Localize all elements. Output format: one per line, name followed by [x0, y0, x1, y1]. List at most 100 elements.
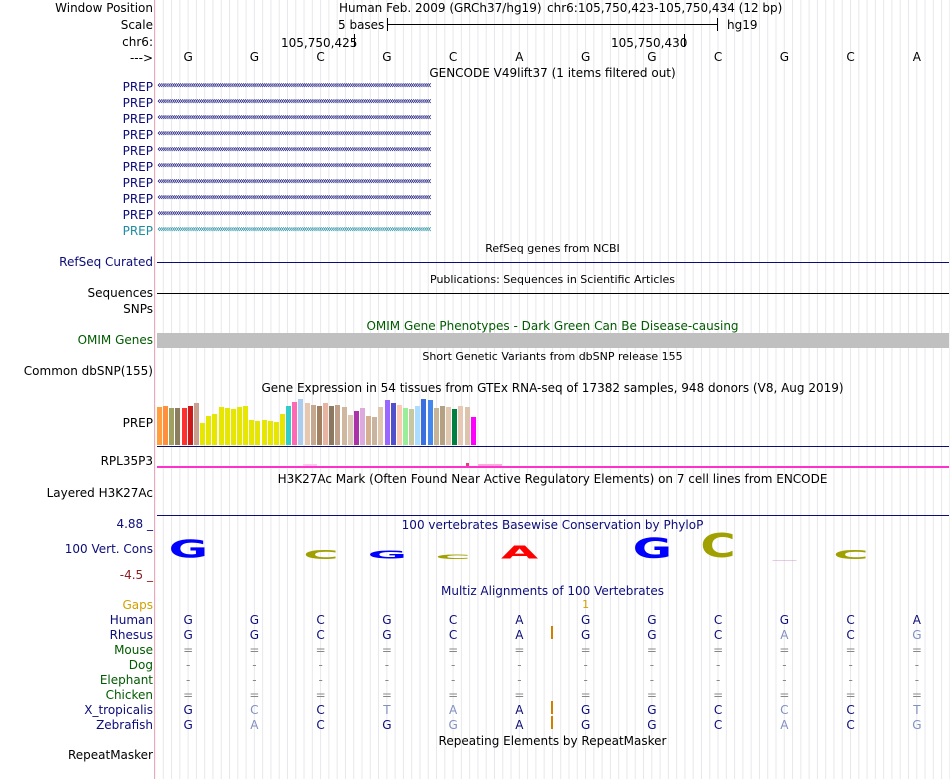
prep-transcript-label[interactable]: PREP [122, 96, 153, 110]
snps-label[interactable]: SNPs [123, 302, 153, 316]
h3k27-track-title[interactable]: H3K27Ac Mark (Often Found Near Active Re… [277, 472, 828, 486]
gtex-prep-label[interactable]: PREP [122, 416, 153, 430]
rmsk-label[interactable]: RepeatMasker [67, 748, 153, 762]
gtex-tissue-bar[interactable] [193, 402, 199, 445]
prep-transcript-line[interactable]: ‹‹‹‹‹‹‹‹‹‹‹‹‹‹‹‹‹‹‹‹‹‹‹‹‹‹‹‹‹‹‹‹‹‹‹‹‹‹‹‹… [157, 227, 949, 236]
refseq-line[interactable] [157, 262, 949, 263]
gtex-tissue-bar[interactable] [378, 406, 384, 445]
gtex-tissue-bar[interactable] [366, 415, 372, 445]
gtex-tissue-bar[interactable] [403, 408, 408, 445]
species-label-human[interactable]: Human [109, 613, 153, 627]
gtex-tissue-bar[interactable] [384, 399, 390, 445]
gtex-tissue-bar[interactable] [218, 406, 224, 445]
gtex-tissue-bar[interactable] [316, 406, 322, 445]
species-label-dog[interactable]: Dog [128, 658, 153, 672]
insertion-marker[interactable] [551, 626, 553, 639]
gtex-tissue-bar[interactable] [372, 416, 378, 445]
gtex-tissue-bar[interactable] [200, 422, 206, 445]
cons-track-label[interactable]: 100 Vert. Cons [64, 542, 153, 556]
rmsk-track-title[interactable]: Repeating Elements by RepeatMasker [438, 734, 667, 748]
insertion-marker[interactable] [551, 701, 553, 714]
prep-transcript-line[interactable]: ‹‹‹‹‹‹‹‹‹‹‹‹‹‹‹‹‹‹‹‹‹‹‹‹‹‹‹‹‹‹‹‹‹‹‹‹‹‹‹‹… [157, 83, 949, 92]
gtex-tissue-bar[interactable] [347, 414, 353, 445]
gtex-tissue-bar[interactable] [292, 401, 298, 445]
species-label-zebrafish[interactable]: Zebrafish [96, 718, 153, 732]
phylop-track-title[interactable]: 100 vertebrates Basewise Conservation by… [401, 518, 704, 532]
prep-transcript-label[interactable]: PREP [122, 80, 153, 94]
species-label-elephant[interactable]: Elephant [99, 673, 153, 687]
omim-bar[interactable] [157, 333, 949, 348]
prep-transcript-label[interactable]: PREP [122, 128, 153, 142]
prep-transcript-line[interactable]: ‹‹‹‹‹‹‹‹‹‹‹‹‹‹‹‹‹‹‹‹‹‹‹‹‹‹‹‹‹‹‹‹‹‹‹‹‹‹‹‹… [157, 99, 949, 108]
gtex-tissue-bar[interactable] [452, 409, 458, 445]
gtex-tissue-bar[interactable] [157, 406, 162, 445]
gtex-tissue-bar[interactable] [390, 403, 396, 445]
dbsnp-track-title[interactable]: Short Genetic Variants from dbSNP releas… [422, 350, 683, 363]
gtex-tissue-bar[interactable] [396, 404, 402, 445]
gtex-tissue-bar[interactable] [464, 406, 470, 445]
prep-transcript-label[interactable]: PREP [122, 192, 153, 206]
gtex-tissue-bar[interactable] [175, 407, 181, 445]
prep-transcript-line[interactable]: ‹‹‹‹‹‹‹‹‹‹‹‹‹‹‹‹‹‹‹‹‹‹‹‹‹‹‹‹‹‹‹‹‹‹‹‹‹‹‹‹… [157, 115, 949, 124]
gtex-tissue-bar[interactable] [280, 413, 285, 445]
pubs-line[interactable] [157, 293, 949, 294]
gtex-tissue-bar[interactable] [310, 404, 316, 445]
sequences-label[interactable]: Sequences [87, 286, 153, 300]
prep-transcript-label[interactable]: PREP [122, 176, 153, 190]
gtex-tissue-bar[interactable] [212, 413, 218, 445]
omim-track-title[interactable]: OMIM Gene Phenotypes - Dark Green Can Be… [366, 319, 739, 333]
gtex-tissue-bar[interactable] [433, 407, 439, 445]
prep-transcript-line[interactable]: ‹‹‹‹‹‹‹‹‹‹‹‹‹‹‹‹‹‹‹‹‹‹‹‹‹‹‹‹‹‹‹‹‹‹‹‹‹‹‹‹… [157, 131, 949, 140]
gencode-track-title[interactable]: GENCODE V49lift37 (1 items filtered out) [429, 66, 676, 80]
gtex-tissue-bar[interactable] [286, 405, 292, 445]
prep-transcript-label[interactable]: PREP [122, 144, 153, 158]
gtex-tissue-bar[interactable] [359, 408, 365, 445]
species-label-mouse[interactable]: Mouse [114, 643, 153, 657]
gtex-tissue-bar[interactable] [409, 409, 415, 445]
multiz-track-title[interactable]: Multiz Alignments of 100 Vertebrates [440, 584, 665, 598]
gtex-tissue-bar[interactable] [230, 409, 236, 445]
species-label-chicken[interactable]: Chicken [105, 688, 153, 702]
gtex-tissue-bar[interactable] [415, 406, 421, 445]
gtex-tissue-bar[interactable] [329, 405, 335, 445]
gtex-tissue-bar[interactable] [224, 408, 230, 445]
gtex-tissue-bar[interactable] [187, 406, 193, 445]
rpl35p3-line[interactable] [157, 466, 949, 468]
gtex-tissue-bar[interactable] [421, 399, 427, 445]
gtex-tissue-bar[interactable] [181, 407, 187, 445]
gtex-tissue-bar[interactable] [470, 416, 476, 445]
refseq-track-title[interactable]: RefSeq genes from NCBI [485, 242, 620, 255]
gtex-tissue-bar[interactable] [335, 404, 341, 445]
gtex-tissue-bar[interactable] [169, 408, 175, 445]
species-label-gaps[interactable]: Gaps [122, 598, 153, 612]
refseq-label[interactable]: RefSeq Curated [59, 255, 153, 269]
gtex-tissue-bar[interactable] [267, 421, 273, 445]
gtex-tissue-bar[interactable] [304, 402, 310, 445]
gtex-tissue-bar[interactable] [439, 405, 445, 445]
dbsnp-label[interactable]: Common dbSNP(155) [23, 364, 153, 378]
gtex-tissue-bar[interactable] [323, 402, 329, 445]
gtex-tissue-bar[interactable] [427, 399, 433, 445]
pubs-track-title[interactable]: Publications: Sequences in Scientific Ar… [430, 273, 675, 286]
gtex-tissue-bar[interactable] [261, 419, 267, 445]
prep-transcript-line[interactable]: ‹‹‹‹‹‹‹‹‹‹‹‹‹‹‹‹‹‹‹‹‹‹‹‹‹‹‹‹‹‹‹‹‹‹‹‹‹‹‹‹… [157, 179, 949, 188]
gtex-tissue-bar[interactable] [446, 406, 452, 445]
gtex-tissue-bar[interactable] [273, 421, 279, 445]
prep-transcript-label[interactable]: PREP [122, 160, 153, 174]
h3k27-label[interactable]: Layered H3K27Ac [46, 486, 153, 500]
gtex-tissue-bar[interactable] [163, 406, 169, 445]
gtex-tissue-bar[interactable] [255, 421, 261, 445]
gtex-bar-chart[interactable] [157, 396, 557, 445]
prep-transcript-line[interactable]: ‹‹‹‹‹‹‹‹‹‹‹‹‹‹‹‹‹‹‹‹‹‹‹‹‹‹‹‹‹‹‹‹‹‹‹‹‹‹‹‹… [157, 195, 949, 204]
prep-transcript-label[interactable]: PREP [122, 224, 153, 238]
rpl35p3-label[interactable]: RPL35P3 [100, 454, 153, 468]
prep-transcript-line[interactable]: ‹‹‹‹‹‹‹‹‹‹‹‹‹‹‹‹‹‹‹‹‹‹‹‹‹‹‹‹‹‹‹‹‹‹‹‹‹‹‹‹… [157, 147, 949, 156]
prep-transcript-line[interactable]: ‹‹‹‹‹‹‹‹‹‹‹‹‹‹‹‹‹‹‹‹‹‹‹‹‹‹‹‹‹‹‹‹‹‹‹‹‹‹‹‹… [157, 163, 949, 172]
gtex-tissue-bar[interactable] [298, 399, 304, 445]
gtex-tissue-bar[interactable] [206, 415, 212, 445]
prep-transcript-label[interactable]: PREP [122, 208, 153, 222]
species-label-rhesus[interactable]: Rhesus [109, 628, 153, 642]
species-label-x_tropicalis[interactable]: X_tropicalis [84, 703, 153, 717]
gtex-track-title[interactable]: Gene Expression in 54 tissues from GTEx … [261, 381, 844, 395]
strand-arrow-label[interactable]: ---> [129, 51, 153, 65]
